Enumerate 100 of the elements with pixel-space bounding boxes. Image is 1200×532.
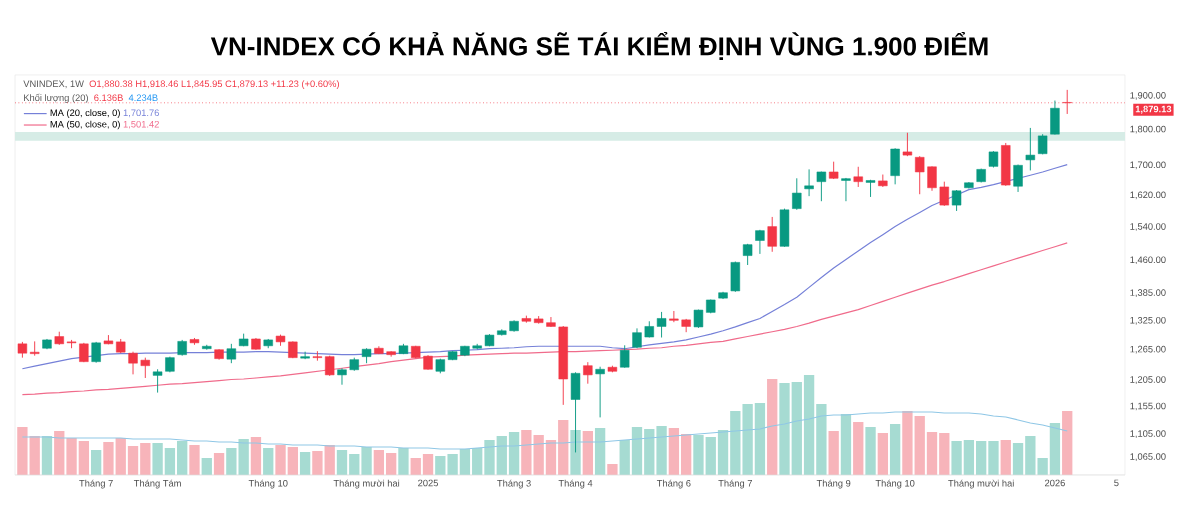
bar [201, 457, 212, 475]
candlestick [853, 166, 863, 188]
bar [644, 429, 655, 475]
candlestick [951, 189, 962, 212]
annotation: 4.234B [128, 94, 158, 102]
annotation: Khối lượng (20) [24, 93, 88, 103]
bar [103, 441, 114, 475]
y-tick-label: 1,800.00 [1130, 125, 1166, 134]
candlestick [767, 216, 777, 253]
bar [213, 453, 225, 475]
bar [299, 451, 311, 475]
bar [78, 440, 90, 475]
y-tick-label: 1,900.00 [1130, 92, 1166, 100]
x-tick-label: Tháng 7 [79, 479, 113, 489]
bar [189, 444, 200, 475]
bar [361, 446, 372, 475]
bar [816, 404, 827, 475]
bar [717, 429, 729, 475]
bar [17, 426, 28, 475]
candlestick [755, 229, 765, 255]
candlestick [620, 344, 630, 369]
bar [681, 433, 692, 475]
bar [914, 415, 925, 475]
bar [939, 432, 950, 475]
bar [447, 453, 458, 475]
bar [889, 423, 901, 475]
bar [865, 426, 876, 475]
y-tick-label: 1,265.00 [1130, 345, 1166, 354]
y-tick-label: 1,385.00 [1130, 289, 1166, 298]
bar [373, 450, 385, 475]
bar [803, 374, 815, 475]
bar [582, 430, 593, 475]
candlestick [152, 368, 163, 394]
x-tick-label: Tháng 3 [497, 479, 531, 489]
bar [459, 448, 471, 475]
annotation: VNINDEX, 1W [23, 80, 84, 89]
bar [607, 464, 618, 475]
candlestick [804, 168, 814, 197]
bar [127, 446, 139, 475]
bar [410, 457, 421, 475]
bar [484, 439, 495, 475]
x-tick-label: Tháng mười hai [948, 479, 1014, 489]
bar [177, 440, 188, 475]
bar [1049, 422, 1061, 475]
y-tick-label: 1,460.00 [1130, 256, 1166, 265]
candlestick [128, 351, 138, 375]
bar [164, 447, 176, 475]
candlestick [927, 165, 937, 192]
bar [767, 378, 778, 475]
bar [791, 381, 802, 475]
x-tick-label: Tháng 4 [558, 479, 593, 489]
chart-title: VN-INDEX CÓ KHẢ NĂNG SẼ TÁI KIỂM ĐỊNH VÙNG 1.900 ĐIỂM [210, 32, 988, 60]
bar [508, 432, 520, 475]
bar [926, 432, 938, 475]
candlestick [546, 316, 556, 328]
bar [398, 447, 409, 475]
bar [853, 422, 864, 475]
candlestick [595, 366, 605, 418]
candlestick [816, 171, 827, 202]
annotation: 1,501.42 [123, 120, 159, 129]
annotation: O1,880.38 H1,918.46 L1,845.95 C1,879.13 +11.23 (+0.60%) [89, 80, 339, 89]
bar [66, 437, 77, 475]
x-tick-label: Tháng mười hai [333, 479, 400, 489]
bar [705, 436, 716, 475]
y-tick-label: 1,620.00 [1130, 191, 1166, 200]
x-tick-label: 2025 [418, 479, 438, 487]
bar [336, 450, 348, 475]
bar [422, 453, 434, 475]
bar [656, 425, 667, 475]
bar [730, 411, 741, 475]
bar [1062, 411, 1073, 475]
bar [558, 419, 569, 475]
candlestick [792, 177, 802, 211]
bar [385, 453, 397, 475]
bar [828, 430, 839, 475]
bar [250, 436, 262, 475]
candlestick [337, 367, 347, 386]
bar [140, 443, 151, 475]
bar [619, 439, 630, 475]
candlestick [1025, 127, 1036, 171]
x-tick-label: Tháng 7 [718, 479, 752, 489]
bar [963, 439, 975, 475]
candlestick [226, 343, 237, 364]
y-tick-label: 1,065.00 [1130, 453, 1166, 461]
bar [115, 437, 126, 475]
candlestick [693, 309, 704, 329]
bar [840, 413, 852, 475]
annotation: 6.136B [94, 94, 123, 102]
bar [594, 427, 606, 475]
bar [349, 453, 360, 475]
y-tick-label: 1,540.00 [1130, 223, 1166, 231]
x-tick-label: Tháng 10 [248, 479, 288, 489]
candlestick [583, 361, 593, 385]
bar [1012, 443, 1024, 475]
bar [976, 440, 987, 475]
bar [902, 411, 913, 475]
bar [668, 427, 680, 475]
candlestick [669, 310, 679, 323]
annotation: 1,701.76 [123, 109, 159, 118]
x-tick-label: Tháng 6 [656, 479, 691, 489]
